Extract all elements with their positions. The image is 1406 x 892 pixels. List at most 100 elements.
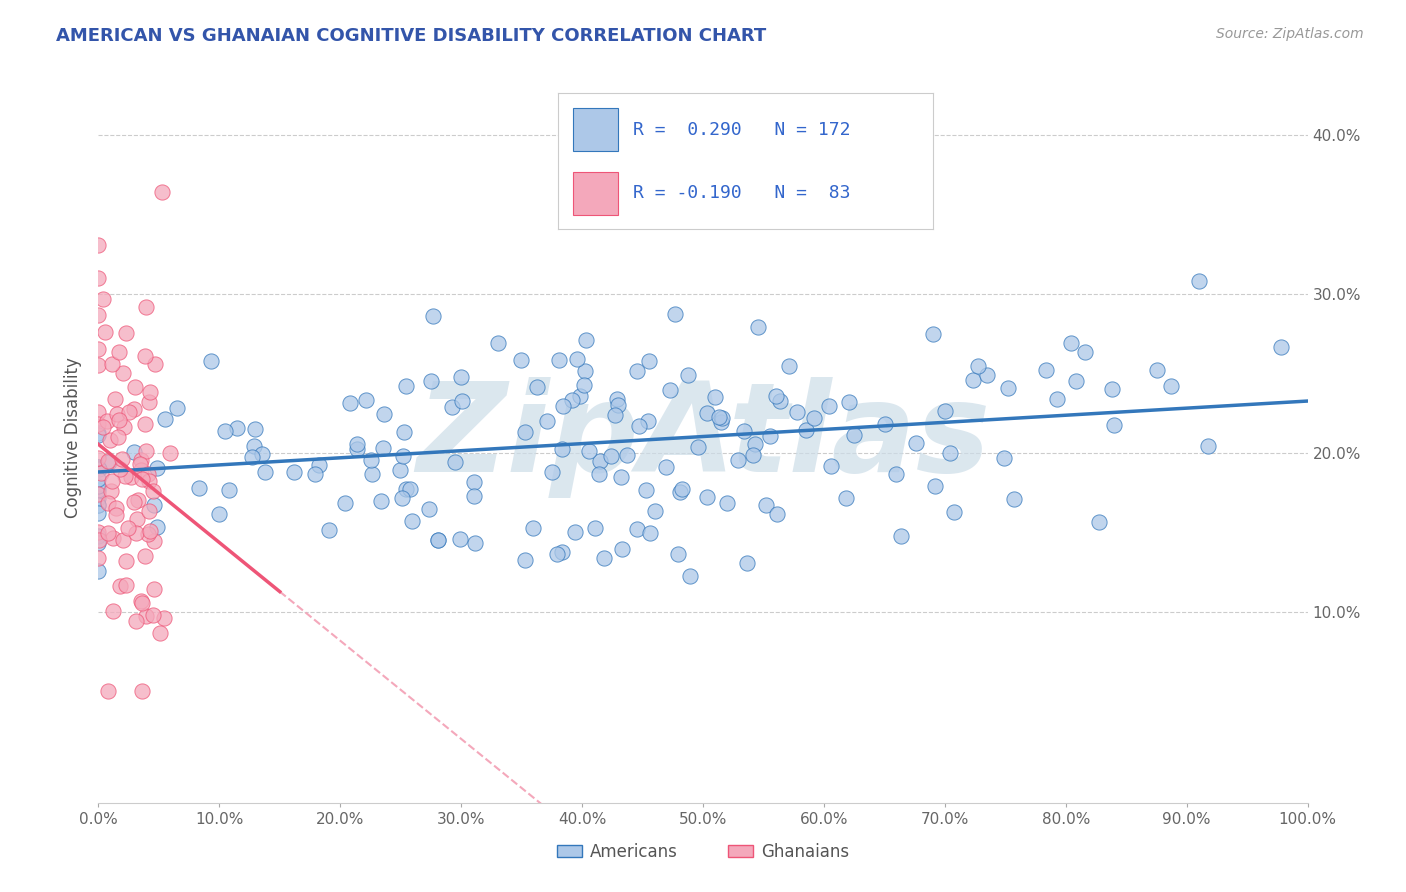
Point: [536, 414, 558, 428]
Point: [218, 483, 240, 497]
Point: [755, 499, 778, 513]
Point: [87, 459, 110, 474]
Point: [616, 448, 638, 462]
Point: [129, 452, 152, 467]
Point: [89, 533, 111, 548]
Point: [124, 380, 146, 394]
Point: [134, 417, 156, 431]
Point: [1035, 362, 1057, 376]
Point: [890, 529, 912, 543]
Point: [253, 465, 276, 479]
Point: [166, 401, 188, 416]
Point: [110, 579, 132, 593]
Point: [551, 442, 574, 457]
Point: [463, 475, 485, 489]
Point: [87, 479, 110, 493]
Point: [710, 416, 733, 430]
Point: [391, 491, 413, 506]
Point: [135, 443, 157, 458]
Point: [131, 684, 153, 698]
Point: [97, 526, 120, 541]
Point: [87, 483, 110, 498]
Point: [150, 186, 173, 200]
Point: [125, 614, 148, 628]
Point: [526, 380, 548, 394]
Point: [574, 378, 596, 392]
Point: [696, 406, 718, 420]
Point: [143, 357, 166, 371]
Point: [131, 595, 153, 609]
Point: [934, 403, 956, 417]
Point: [1160, 378, 1182, 392]
Point: [122, 444, 145, 458]
Point: [125, 511, 148, 525]
Point: [873, 417, 896, 431]
Point: [449, 532, 471, 546]
Point: [87, 529, 110, 543]
Point: [838, 395, 860, 409]
Point: [626, 522, 648, 536]
Point: [637, 414, 659, 428]
Point: [463, 489, 485, 503]
Point: [243, 439, 266, 453]
Point: [599, 449, 621, 463]
Point: [142, 607, 165, 622]
Point: [392, 425, 415, 440]
Point: [605, 408, 627, 422]
Point: [1074, 344, 1097, 359]
Point: [583, 521, 606, 535]
Point: [634, 483, 657, 497]
Point: [354, 392, 377, 407]
Point: [138, 395, 160, 409]
Point: [610, 470, 633, 484]
Point: [644, 504, 666, 518]
Point: [87, 536, 110, 550]
Point: [346, 442, 368, 456]
Point: [942, 505, 965, 519]
Point: [142, 483, 165, 498]
Point: [103, 604, 125, 618]
Point: [333, 496, 356, 510]
Point: [87, 238, 110, 252]
Point: [976, 368, 998, 382]
Point: [87, 404, 110, 418]
Point: [90, 466, 112, 480]
Point: [679, 569, 702, 583]
Point: [398, 482, 420, 496]
Point: [112, 420, 135, 434]
Point: [108, 344, 131, 359]
Point: [392, 449, 415, 463]
Point: [1188, 274, 1211, 288]
Point: [361, 467, 384, 482]
Point: [450, 369, 472, 384]
Point: [101, 475, 124, 489]
Point: [87, 506, 110, 520]
Point: [395, 379, 418, 393]
Point: [612, 542, 634, 557]
Point: [103, 531, 125, 545]
Point: [759, 428, 782, 442]
Point: [711, 410, 734, 425]
Point: [127, 493, 149, 508]
Point: [422, 309, 444, 323]
Point: [1002, 492, 1025, 507]
Point: [91, 420, 114, 434]
Point: [131, 462, 153, 476]
Point: [709, 409, 731, 424]
Point: [1101, 382, 1123, 396]
Point: [803, 411, 825, 425]
Point: [842, 428, 865, 442]
Point: [114, 469, 136, 483]
Point: [769, 394, 792, 409]
Point: [118, 405, 141, 419]
Point: [1060, 335, 1083, 350]
Point: [1087, 516, 1109, 530]
Point: [820, 458, 842, 473]
Point: [91, 292, 114, 306]
Point: [139, 524, 162, 538]
Point: [628, 419, 651, 434]
Point: [395, 482, 418, 496]
Point: [569, 389, 592, 403]
Point: [87, 498, 110, 512]
Point: [1104, 418, 1126, 433]
